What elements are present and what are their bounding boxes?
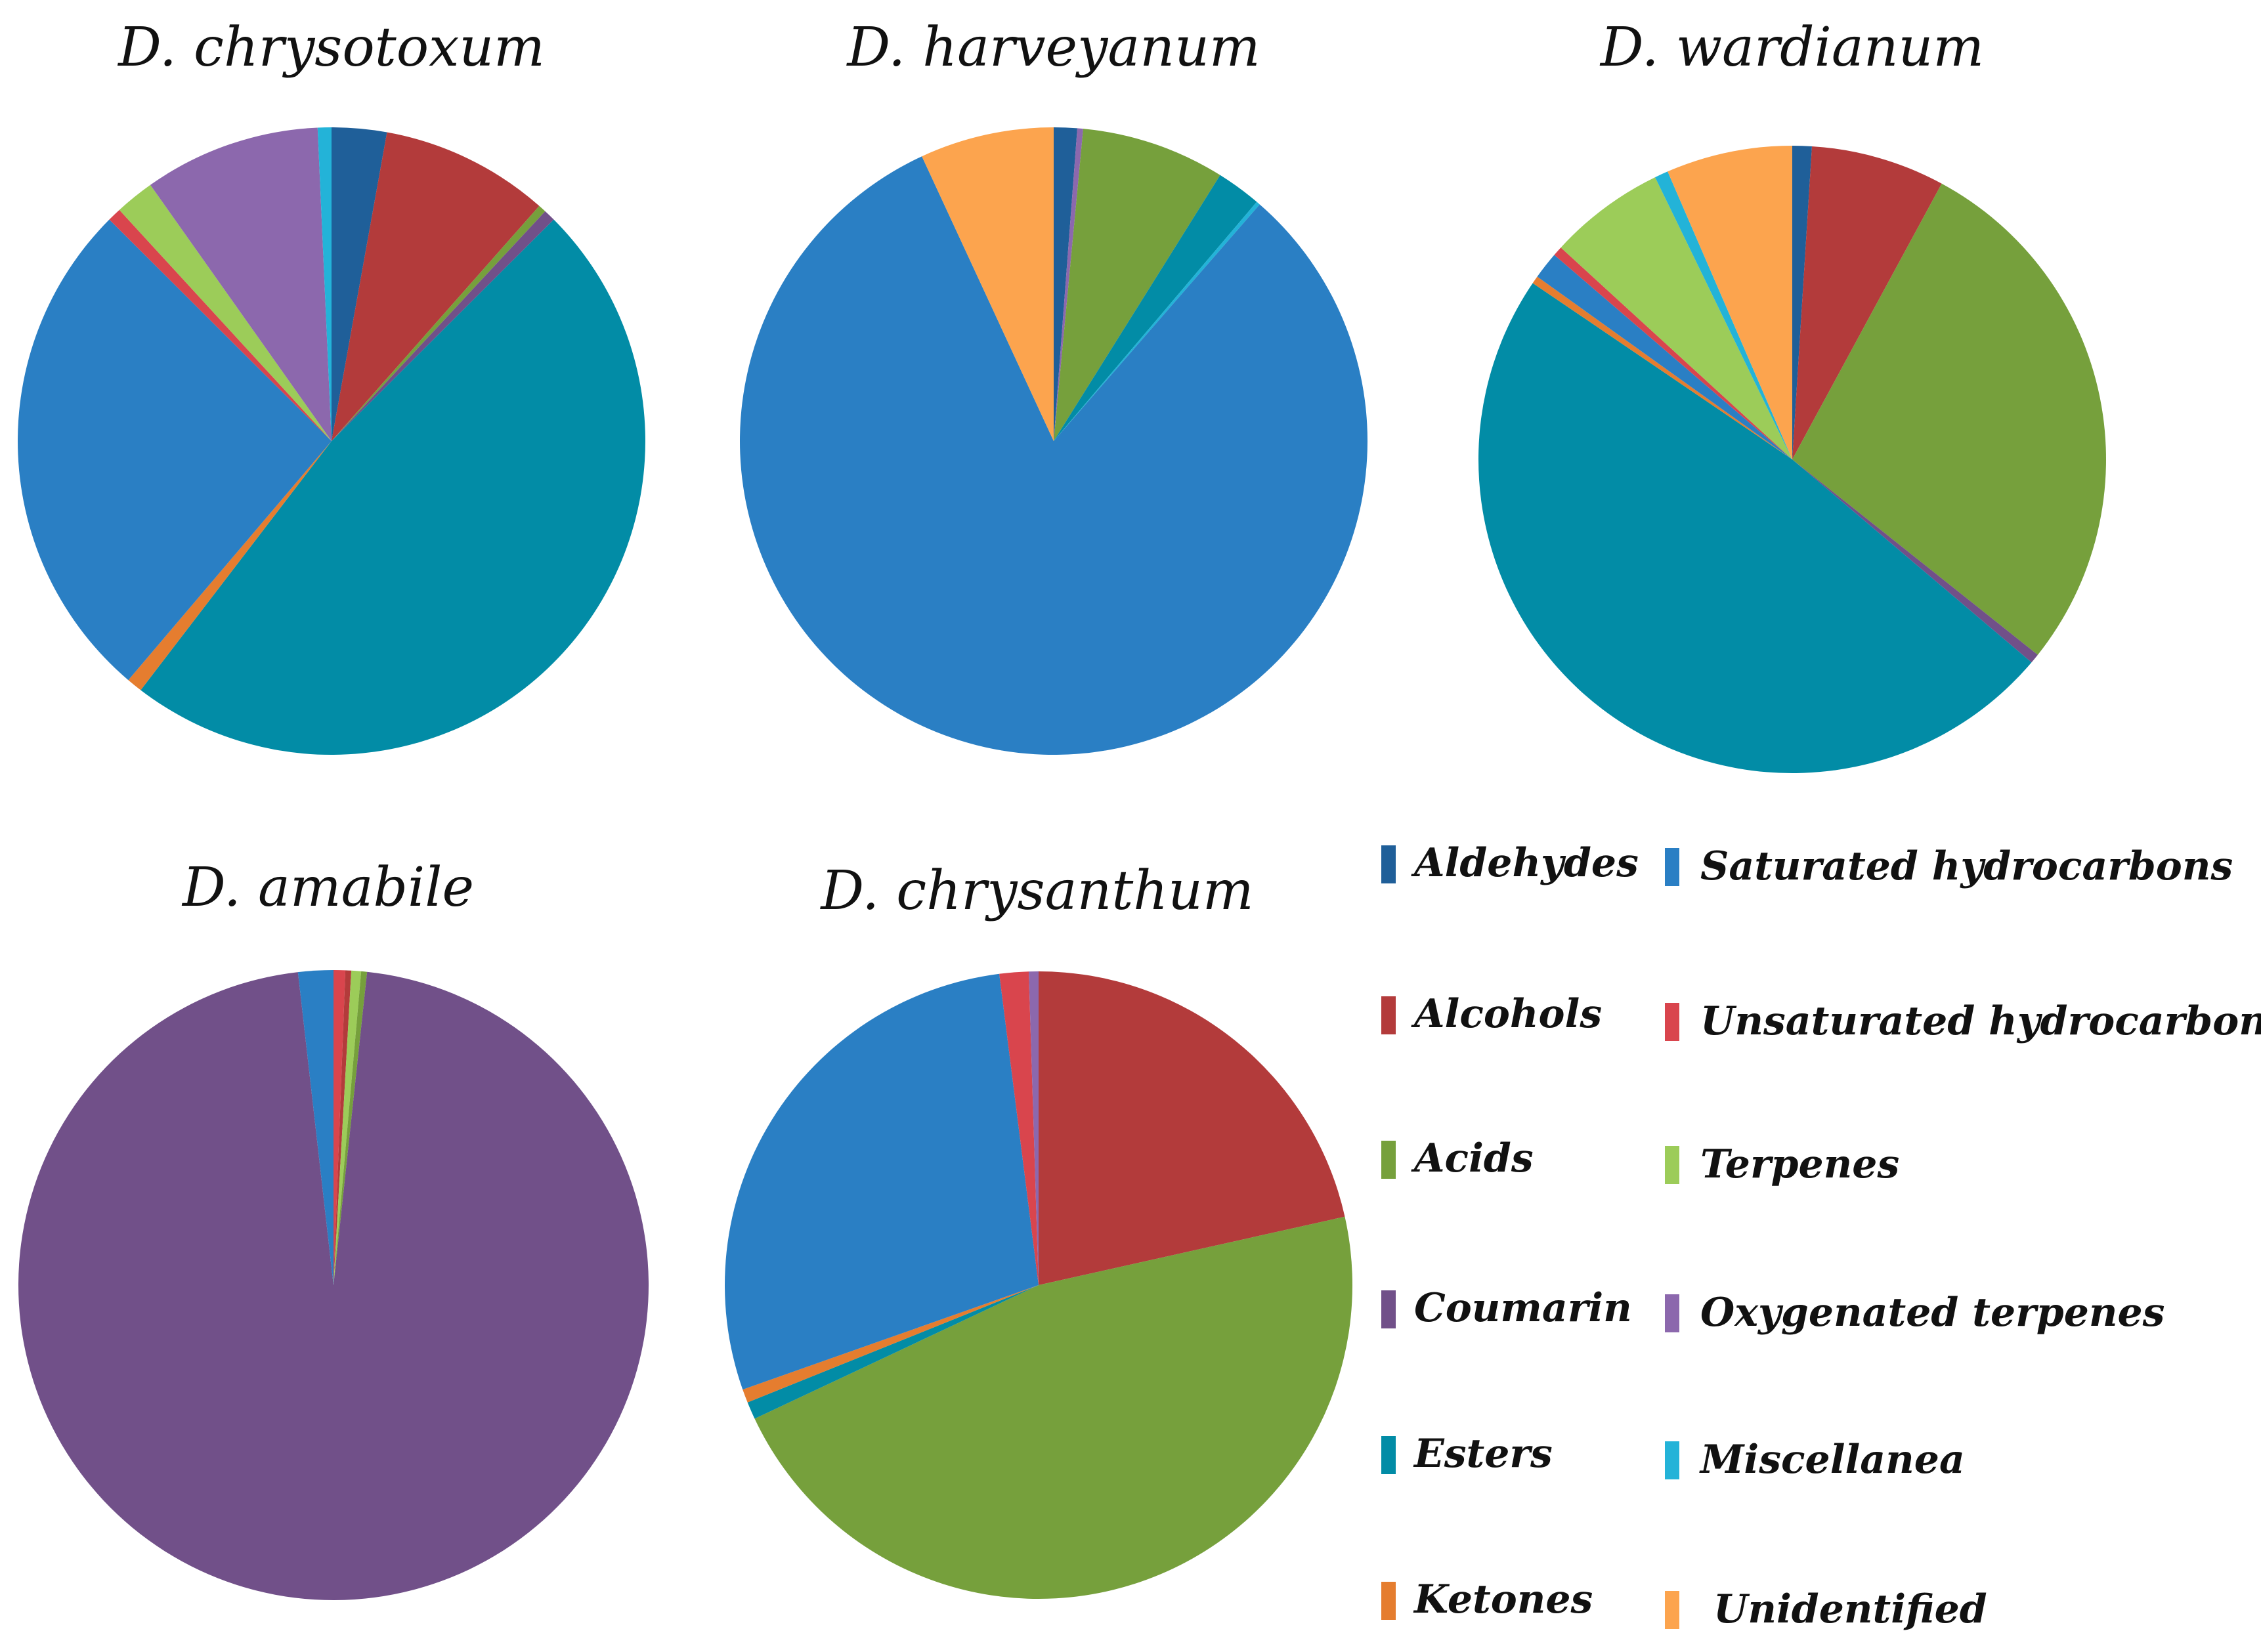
pie-title-chrysanthum: D. chrysanthum [819,860,1253,922]
pie-slice-saturated-hydrocarbons [18,219,332,681]
pie-title-chrysotoxum: D. chrysotoxum [117,16,545,79]
pie-slice-alcohols [334,970,352,1285]
pie-slice-oxygenated-terpenes [150,127,332,441]
pie-slice-acids [1054,129,1220,441]
pie-slice-acids [1792,183,2106,655]
pie-slice-esters [1054,175,1257,441]
pie-slice-saturated-hydrocarbons [724,973,1039,1390]
pie-slice-saturated-hydrocarbons [297,970,334,1285]
pie-slice-acids [332,205,546,441]
pie-slice-terpenes [119,184,332,441]
legend-swatch-alcohols [1381,996,1396,1034]
pie-slice-acids [334,971,368,1285]
legend-label-ketones: Ketones [1413,1577,1593,1622]
legend-swatch-terpenes [1665,1146,1679,1184]
pie-slice-unsaturated-hydrocarbons [109,209,332,441]
legend-swatch-acids [1381,1141,1396,1179]
pie-slice-miscellanea [1054,201,1260,441]
pie-slice-terpenes [334,970,362,1285]
legend-swatch-ketones [1381,1582,1396,1620]
pie-slice-oxygenated-terpenes [1028,971,1039,1285]
legend-label-aldehydes: Aldehydes [1411,840,1639,886]
pie-slice-aldehydes [1792,146,1813,459]
pie-slice-terpenes [1561,177,1792,459]
legend-label-acids: Acids [1411,1135,1534,1181]
legend-label-coumarin: Coumarin [1414,1285,1632,1331]
legend-swatch-unidentified [1665,1591,1679,1629]
legend-swatch-unsaturated-hydrocarbons [1665,1003,1679,1041]
legend-label-saturated-hydrocarbons: Saturated hydrocarbons [1700,843,2233,889]
pie-slice-unidentified [1668,146,1792,459]
legend-label-unsaturated-hydrocarbons: Unsaturated hydrocarbons [1700,998,2261,1044]
pie-title-wardianum: D. wardianum [1599,16,1984,79]
pie-slice-coumarin [18,971,649,1601]
pie-slice-esters [140,219,645,755]
pie-harveyanum [739,127,1367,755]
pie-amabile [18,970,649,1601]
pie-slice-saturated-hydrocarbons [1537,255,1792,459]
legend-swatch-aldehydes [1381,845,1396,883]
pie-chrysanthum [724,971,1353,1599]
pie-slice-alcohols [1792,146,1942,459]
pie-slice-unidentified [922,127,1054,441]
pie-slice-aldehydes [1054,127,1078,441]
pie-slice-coumarin [332,211,554,441]
legend-label-esters: Esters [1413,1431,1553,1477]
pie-title-harveyanum: D. harveyanum [846,16,1260,79]
pie-slice-oxygenated-terpenes [1054,128,1083,442]
pie-wardianum [1478,146,2106,773]
pie-slice-esters [1478,283,2032,773]
legend-swatch-saturated-hydrocarbons [1665,848,1679,886]
pie-slice-unsaturated-hydrocarbons [999,971,1039,1285]
pie-slice-unsaturated-hydrocarbons [1554,247,1792,459]
legend-swatch-miscellanea [1665,1441,1679,1479]
legend-label-unidentified: Unidentified [1713,1586,1987,1632]
pie-slice-ketones [1532,276,1792,459]
pie-slice-coumarin [1792,459,2038,663]
pie-slice-saturated-hydrocarbons [739,156,1367,755]
pie-slice-miscellanea [1655,171,1792,459]
legend: Aldehydes Alcohols Acids Coumarin Esters… [1381,840,2261,1632]
legend-label-alcohols: Alcohols [1411,991,1602,1037]
pie-chrysotoxum [18,127,645,755]
legend-label-miscellanea: Miscellanea [1699,1437,1965,1483]
pie-slice-unsaturated-hydrocarbons [334,970,346,1285]
pie-slice-esters [747,1285,1039,1419]
pie-slice-ketones [743,1285,1039,1403]
legend-label-oxygenated-terpenes: Oxygenated terpenes [1700,1290,2164,1336]
pie-slice-miscellanea [317,127,332,441]
pie-title-amabile: D. amabile [181,857,474,919]
legend-swatch-esters [1381,1436,1396,1474]
pie-slice-alcohols [332,132,540,441]
pie-slice-ketones [128,441,332,690]
pie-slice-alcohols [1039,971,1345,1285]
legend-swatch-oxygenated-terpenes [1665,1294,1679,1332]
legend-label-terpenes: Terpenes [1700,1141,1899,1187]
pie-slice-aldehydes [332,127,387,441]
legend-swatch-coumarin [1381,1290,1396,1328]
pie-slice-acids [754,1216,1353,1599]
